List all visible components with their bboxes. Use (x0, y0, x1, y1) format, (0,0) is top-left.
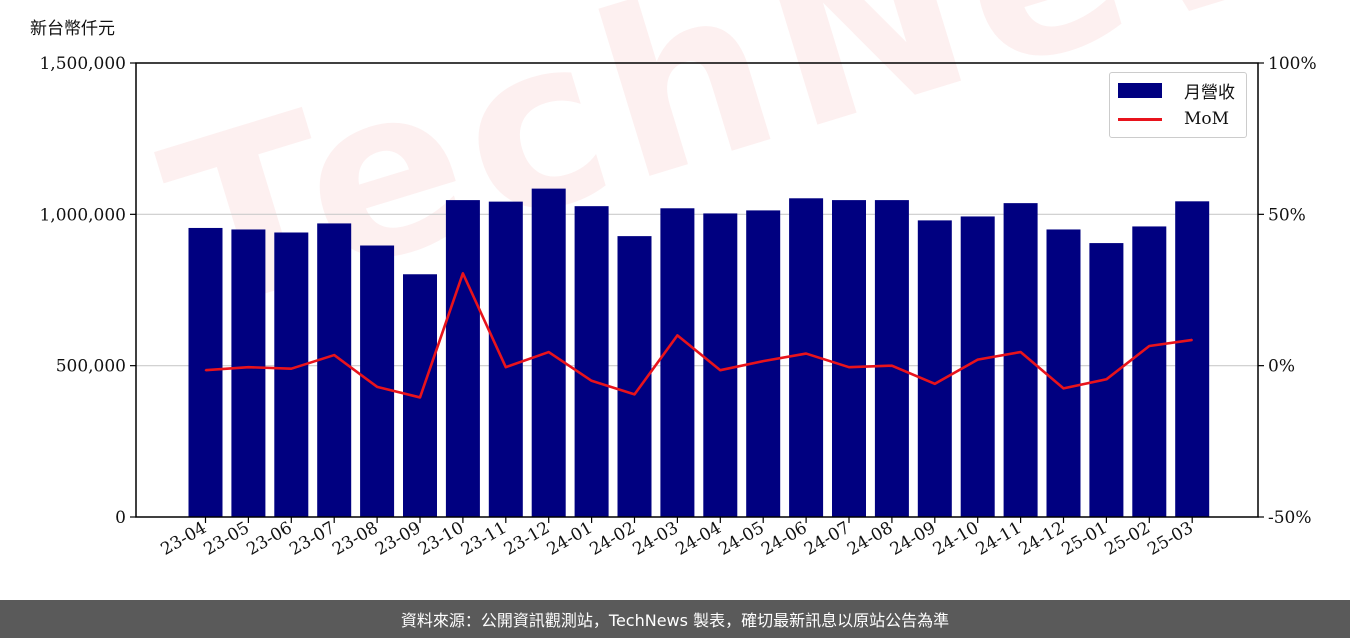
bar-23-07 (317, 223, 352, 517)
mom-point-24-11 (1019, 351, 1022, 353)
x-tick-label: 24-09 (887, 518, 939, 560)
bar-24-07 (832, 200, 866, 517)
combo-chart: 0 500,000 1,000,000 1,500,000 -50% 0% 50% 100% 2… (39, 54, 1317, 560)
mom-point-24-02 (633, 393, 636, 396)
x-tick-label: 23-05 (200, 518, 252, 560)
x-tick-label: 23-11 (458, 518, 510, 560)
mom-point-23-07 (333, 354, 336, 356)
mom-point-23-12 (547, 351, 550, 353)
x-tick-label: 25-02 (1101, 518, 1153, 560)
left-tick-label: 500,000 (56, 357, 126, 377)
chart-legend: 月營收 MoM (1109, 72, 1247, 138)
mom-point-23-05 (247, 366, 250, 368)
x-tick-label: 24-01 (544, 518, 596, 560)
right-tick-label: 50% (1268, 205, 1306, 225)
mom-point-25-02 (1148, 345, 1151, 347)
source-footer: 資料來源：公開資訊觀測站，TechNews 製表，確切最新訊息以原站公告為準 (0, 600, 1350, 638)
mom-point-23-04 (204, 369, 207, 372)
mom-point-24-06 (805, 352, 807, 355)
bar-23-10 (445, 200, 480, 517)
bar-24-01 (574, 206, 609, 518)
x-tick-label: 24-02 (587, 518, 639, 560)
x-tick-label: 25-01 (1058, 518, 1110, 560)
legend-item-mom: MoM (1118, 106, 1229, 132)
x-tick-label: 24-07 (801, 518, 853, 560)
legend-label-revenue: 月營收 (1184, 82, 1235, 103)
mom-point-25-03 (1191, 339, 1193, 341)
left-tick-label: 1,000,000 (39, 205, 126, 225)
mom-point-24-04 (719, 369, 722, 372)
x-tick-label: 23-12 (501, 518, 553, 560)
mom-point-24-01 (590, 380, 593, 382)
bar-23-06 (274, 232, 309, 517)
mom-point-24-12 (1062, 387, 1065, 390)
bar-24-04 (703, 213, 738, 517)
x-tick-label: 23-10 (415, 518, 467, 560)
mom-point-23-06 (290, 367, 293, 370)
mom-point-24-10 (976, 358, 979, 361)
left-tick-label: 1,500,000 (39, 54, 126, 74)
x-tick-label: 24-11 (973, 518, 1025, 560)
mom-point-23-11 (505, 366, 507, 368)
x-tick-label: 24-08 (844, 518, 896, 560)
y-axis-unit-label: 新台幣仟元 (30, 19, 115, 39)
bar-24-12 (1046, 229, 1081, 517)
right-tick-label: 0% (1268, 357, 1295, 377)
x-tick-label: 23-06 (243, 518, 295, 560)
bar-24-03 (660, 208, 695, 517)
bar-25-03 (1175, 201, 1210, 517)
x-tick-label: 24-10 (930, 518, 982, 560)
x-tick-label: 23-08 (329, 518, 381, 560)
mom-point-25-01 (1105, 378, 1108, 381)
mom-point-23-08 (376, 386, 378, 388)
bar-25-02 (1132, 226, 1167, 517)
legend-item-revenue: 月營收 (1118, 77, 1235, 103)
plot-frame (135, 62, 1259, 518)
x-tick-label: 23-04 (158, 518, 210, 560)
bar-24-02 (617, 236, 652, 517)
mom-point-24-03 (676, 334, 679, 337)
chart-area: TechNews 新台幣仟元 0 500,000 1,000,000 1,500,00… (30, 0, 1350, 560)
x-tick-label: 23-07 (286, 518, 338, 560)
x-tick-label: 24-04 (672, 518, 724, 560)
x-tick-label: 24-06 (758, 518, 810, 560)
mom-point-23-10 (462, 272, 464, 275)
bar-24-11 (1003, 203, 1038, 517)
x-tick-label: 24-03 (629, 518, 681, 560)
right-tick-label: 100% (1268, 54, 1317, 74)
legend-label-mom: MoM (1184, 109, 1230, 129)
right-tick-label: -50% (1268, 508, 1312, 528)
bar-23-04 (188, 227, 223, 517)
x-tick-label: 23-09 (372, 518, 424, 560)
bar-23-05 (231, 229, 266, 517)
mom-point-23-09 (419, 396, 421, 399)
legend-bar-swatch (1118, 82, 1162, 98)
mom-point-24-07 (848, 366, 850, 368)
mom-line (205, 272, 1193, 399)
bar-24-08 (874, 200, 909, 517)
bar-23-08 (360, 245, 395, 517)
x-tick-label: 24-05 (715, 518, 767, 560)
x-tick-label: 25-03 (1144, 518, 1196, 560)
left-tick-label: 0 (115, 508, 126, 528)
mom-point-24-05 (762, 360, 764, 362)
mom-point-24-09 (934, 383, 936, 385)
x-tick-label: 24-12 (1016, 518, 1068, 560)
bar-24-09 (917, 220, 952, 518)
mom-point-24-08 (891, 364, 893, 367)
legend-line-swatch (1118, 117, 1162, 121)
bar-23-11 (488, 201, 523, 517)
